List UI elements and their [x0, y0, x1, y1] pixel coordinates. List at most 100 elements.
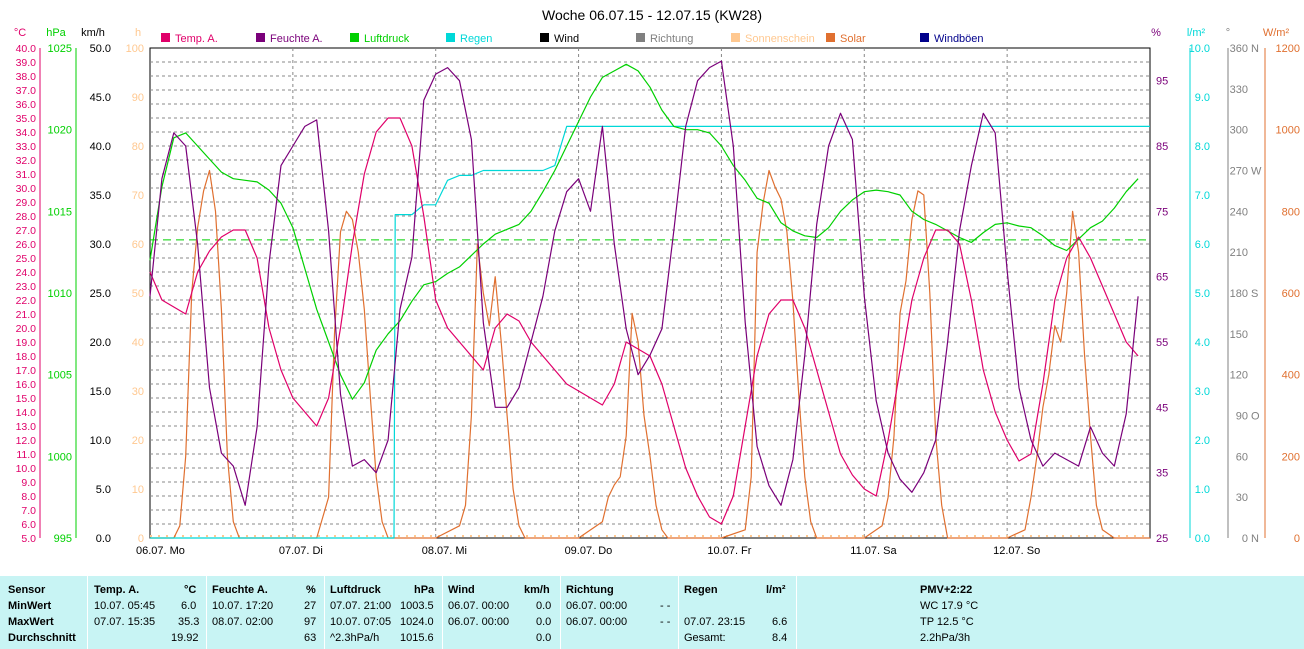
stats-feuchte-avg-value: 63 [304, 632, 317, 644]
tick-label-direction: 210 [1230, 247, 1248, 259]
tick-label-humidity: 25 [1156, 533, 1168, 545]
tick-label-direction: 360 [1230, 43, 1248, 55]
tick-label-wind: 35.0 [90, 190, 111, 202]
stats-temp-min-time: 10.07. 05:45 [94, 600, 156, 612]
tick-label-solar: 0 [1294, 533, 1300, 545]
stats-header-regen-unit: l/m² [766, 584, 786, 596]
tick-label-wind: 40.0 [90, 141, 111, 153]
x-label-day-0: 06.07. Mo [136, 545, 185, 557]
x-label-day-6: 12.07. So [993, 545, 1040, 557]
legend-swatch-8 [920, 33, 929, 42]
stats-header-wind-unit: km/h [524, 584, 550, 596]
tick-label-humidity: 65 [1156, 272, 1168, 284]
axis-unit-direction: ° [1226, 27, 1230, 39]
legend-swatch-4 [540, 33, 549, 42]
legend-swatch-5 [636, 33, 645, 42]
stats-temp-max-time: 07.07. 15:35 [94, 616, 156, 628]
tick-label-humidity: 85 [1156, 141, 1168, 153]
tick-label-pressure: 1015 [48, 206, 72, 218]
tick-label-temp: 19.0 [16, 337, 37, 349]
tick-label-pressure: 1020 [48, 125, 72, 137]
tick-label-wind: 50.0 [90, 43, 111, 55]
tick-label-wind: 0.0 [96, 533, 111, 545]
stats-header-pmv: PMV+2:22 [920, 584, 973, 596]
stats-wind-min-time: 06.07. 00:00 [448, 600, 510, 612]
tick-label-sun: 90 [132, 92, 144, 104]
tick-label-rain: 7.0 [1195, 190, 1210, 202]
legend-swatch-0 [161, 33, 170, 42]
tick-label-compass: W [1251, 166, 1262, 178]
tick-label-rain: 3.0 [1195, 386, 1210, 398]
tick-label-direction: 150 [1230, 329, 1248, 341]
tick-label-temp: 17.0 [16, 365, 37, 377]
tick-label-temp: 24.0 [16, 267, 37, 279]
tick-label-solar: 1000 [1276, 125, 1300, 137]
tick-label-sun: 80 [132, 141, 144, 153]
tick-label-rain: 5.0 [1195, 288, 1210, 300]
stats-luftdruck-max-time: 10.07. 07:05 [330, 616, 392, 628]
stats-regen-total-label: Gesamt: [684, 632, 726, 644]
tick-label-pressure: 1010 [48, 288, 72, 300]
legend-label-4: Wind [554, 33, 579, 45]
legend-label-2: Luftdruck [364, 33, 410, 45]
axis-unit-wind: km/h [81, 27, 105, 39]
tick-label-direction: 300 [1230, 125, 1248, 137]
tick-label-solar: 800 [1282, 206, 1300, 218]
stats-header-regen: Regen [684, 584, 718, 596]
stats-wind-avg-value: 0.0 [536, 632, 552, 644]
tick-label-sun: 10 [132, 484, 144, 496]
tick-label-solar: 600 [1282, 288, 1300, 300]
tick-label-temp: 15.0 [16, 393, 37, 405]
tick-label-sun: 70 [132, 190, 144, 202]
tick-label-temp: 32.0 [16, 155, 37, 167]
stats-luftdruck-min-time: 07.07. 21:00 [330, 600, 392, 612]
legend-swatch-3 [446, 33, 455, 42]
stats-temp-max-value: 35.3 [178, 616, 200, 628]
axis-unit-rain: l/m² [1187, 27, 1206, 39]
tick-label-pressure: 1025 [48, 43, 72, 55]
stats-row-label-min: MinWert [8, 600, 52, 612]
legend-swatch-1 [256, 33, 265, 42]
tick-label-temp: 20.0 [16, 323, 37, 335]
stats-header-luftdruck: Luftdruck [330, 584, 381, 596]
stats-pmv-dewpoint: TP 12.5 °C [920, 616, 974, 628]
tick-label-direction: 180 [1230, 288, 1248, 300]
tick-label-temp: 31.0 [16, 169, 37, 181]
tick-label-temp: 6.0 [21, 519, 36, 531]
tick-label-direction: 240 [1230, 206, 1248, 218]
stats-temp-min-value: 6.0 [181, 600, 197, 612]
stats-richtung-max-time: 06.07. 00:00 [566, 616, 628, 628]
axis-unit-temp: °C [14, 27, 26, 39]
stats-richtung-min-value: - - [660, 600, 671, 612]
stats-panel: Sensor MinWert MaxWert Durchschnitt Temp… [0, 576, 1304, 649]
tick-label-temp: 37.0 [16, 85, 37, 97]
stats-header-sensor: Sensor [8, 584, 46, 596]
stats-feuchte-min-time: 10.07. 17:20 [212, 600, 274, 612]
legend-label-7: Solar [840, 33, 866, 45]
tick-label-temp: 14.0 [16, 407, 37, 419]
tick-label-pressure: 1000 [48, 451, 72, 463]
x-label-day-1: 07.07. Di [279, 545, 323, 557]
legend-label-3: Regen [460, 33, 492, 45]
tick-label-direction: 30 [1236, 492, 1248, 504]
stats-header-luftdruck-unit: hPa [414, 584, 435, 596]
tick-label-rain: 0.0 [1195, 533, 1210, 545]
stats-luftdruck-trend: ^2.3hPa/h [330, 632, 380, 644]
tick-label-wind: 30.0 [90, 239, 111, 251]
tick-label-temp: 38.0 [16, 71, 37, 83]
tick-label-sun: 20 [132, 435, 144, 447]
tick-label-rain: 8.0 [1195, 141, 1210, 153]
tick-label-rain: 1.0 [1195, 484, 1210, 496]
tick-label-solar: 200 [1282, 451, 1300, 463]
tick-label-sun: 40 [132, 337, 144, 349]
tick-label-humidity: 45 [1156, 402, 1168, 414]
stats-header-temp: Temp. A. [94, 584, 140, 596]
tick-label-temp: 28.0 [16, 211, 37, 223]
tick-label-temp: 18.0 [16, 351, 37, 363]
axis-unit-solar: W/m² [1263, 27, 1290, 39]
weather-chart: Woche 06.07.15 - 12.07.15 (KW28) Temp. A… [14, 7, 1300, 557]
stats-richtung-min-time: 06.07. 00:00 [566, 600, 628, 612]
stats-header-temp-unit: °C [184, 584, 197, 596]
stats-luftdruck-max-value: 1024.0 [400, 616, 434, 628]
plot-frame [149, 47, 1151, 539]
